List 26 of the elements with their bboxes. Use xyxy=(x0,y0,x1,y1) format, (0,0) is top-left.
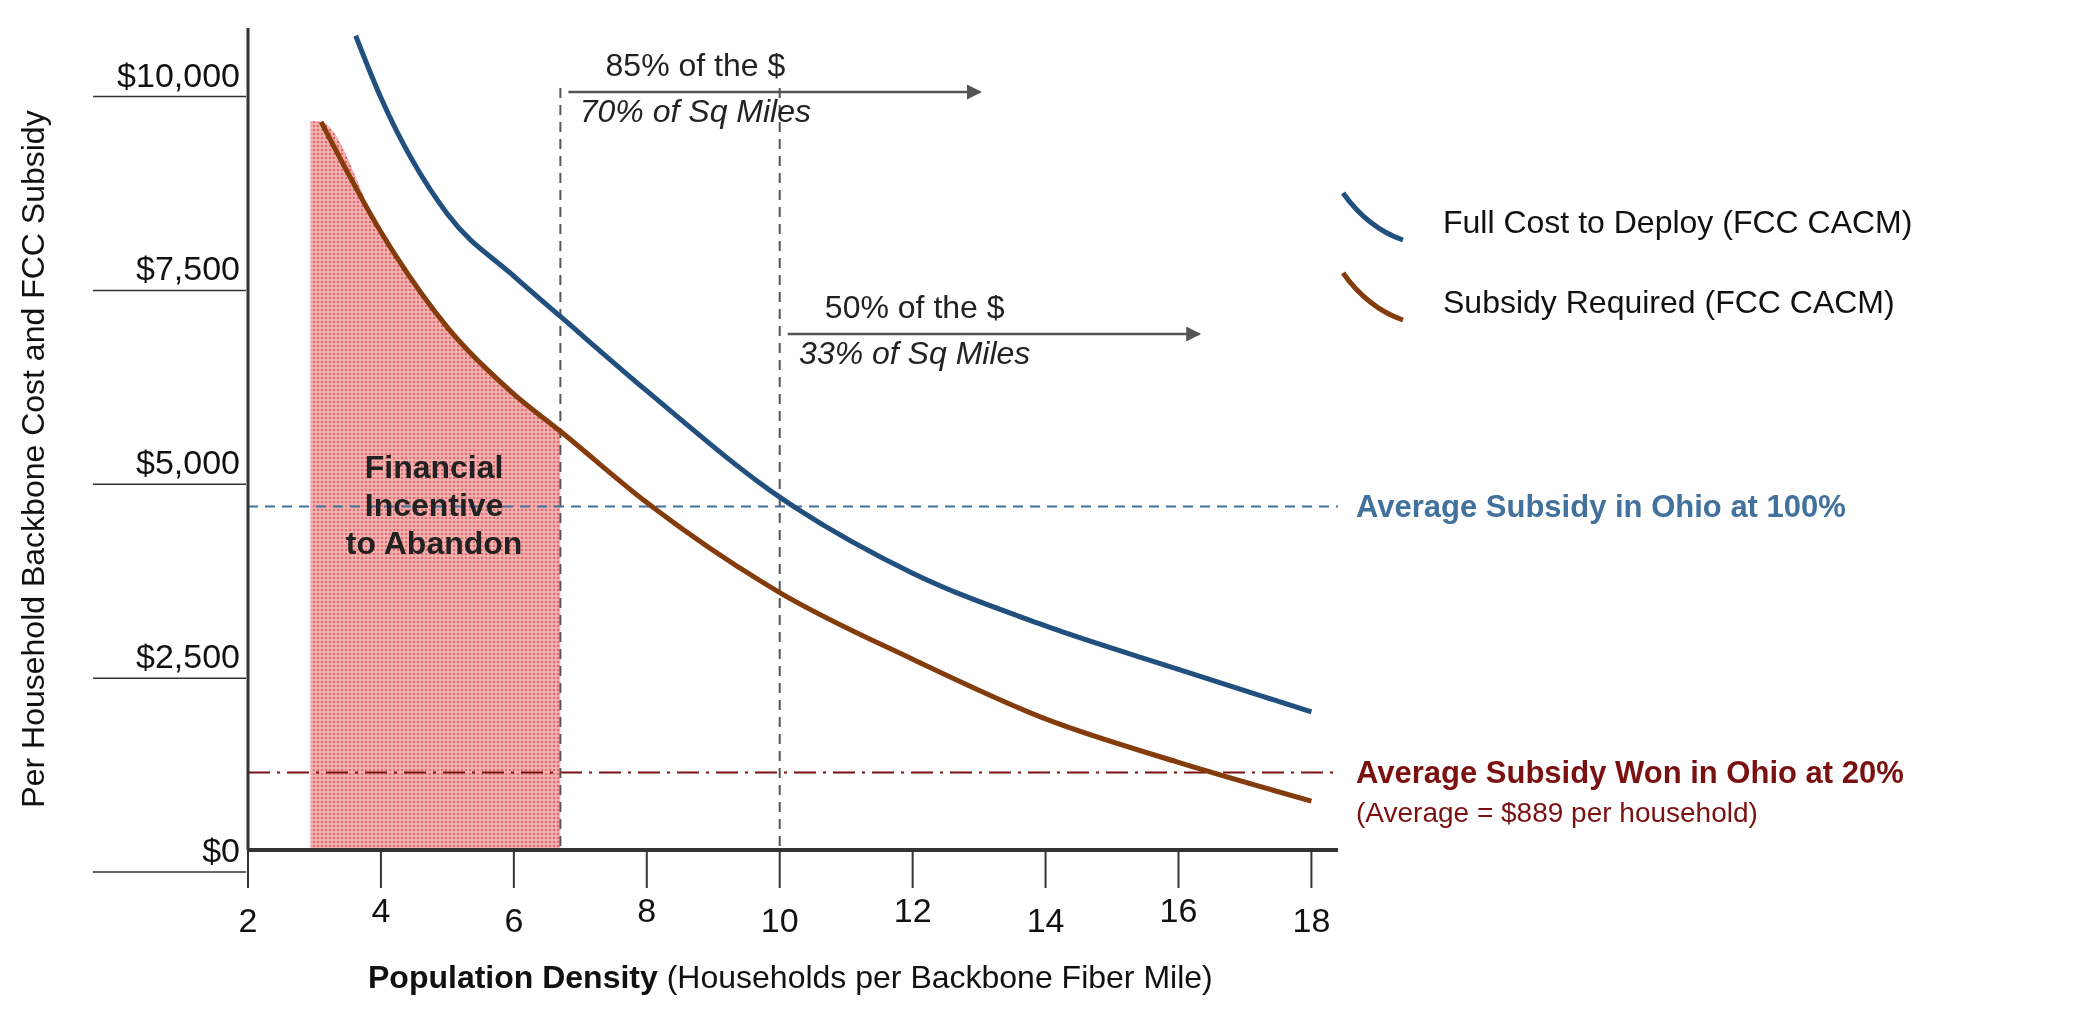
legend-label: Subsidy Required (FCC CACM) xyxy=(1443,284,1895,320)
annotation: 85% of the $ xyxy=(605,47,786,83)
x-tick-label: 6 xyxy=(504,901,524,939)
x-tick-label: 4 xyxy=(371,891,391,929)
text: (Average = $889 per household) xyxy=(1356,797,1758,829)
x-tick-label: 16 xyxy=(1159,891,1198,929)
annotation: 33% of Sq Miles xyxy=(799,335,1031,371)
y-tick-label: $0 xyxy=(202,831,240,869)
x-tick-label: 18 xyxy=(1292,901,1331,939)
annotation: 70% of Sq Miles xyxy=(579,93,811,129)
y-tick-label: $10,000 xyxy=(117,55,240,94)
annotation: Financial Incentive to Abandon xyxy=(345,448,523,561)
ref-line-label: Average Subsidy Won in Ohio at 20% xyxy=(1356,755,1904,791)
y-tick-label: $5,000 xyxy=(136,443,240,482)
x-tick-label: 10 xyxy=(760,901,799,939)
y-axis-title: Per Household Backbone Cost and FCC Subsidy xyxy=(15,110,51,808)
x-tick-label: 2 xyxy=(238,901,258,939)
legend-label: Full Cost to Deploy (FCC CACM) xyxy=(1443,204,1913,240)
ref-line-label: Average Subsidy in Ohio at 100% xyxy=(1356,489,1846,525)
x-tick-label: 12 xyxy=(893,891,932,929)
annotation: 50% of the $ xyxy=(824,289,1005,325)
y-tick-label: $2,500 xyxy=(136,637,240,676)
y-tick-label: $7,500 xyxy=(136,249,240,288)
x-tick-label: 8 xyxy=(637,891,657,929)
x-axis-title: Population Density (Households per Backbone Fiber Mile) xyxy=(368,959,1213,995)
x-tick-label: 14 xyxy=(1026,901,1065,939)
